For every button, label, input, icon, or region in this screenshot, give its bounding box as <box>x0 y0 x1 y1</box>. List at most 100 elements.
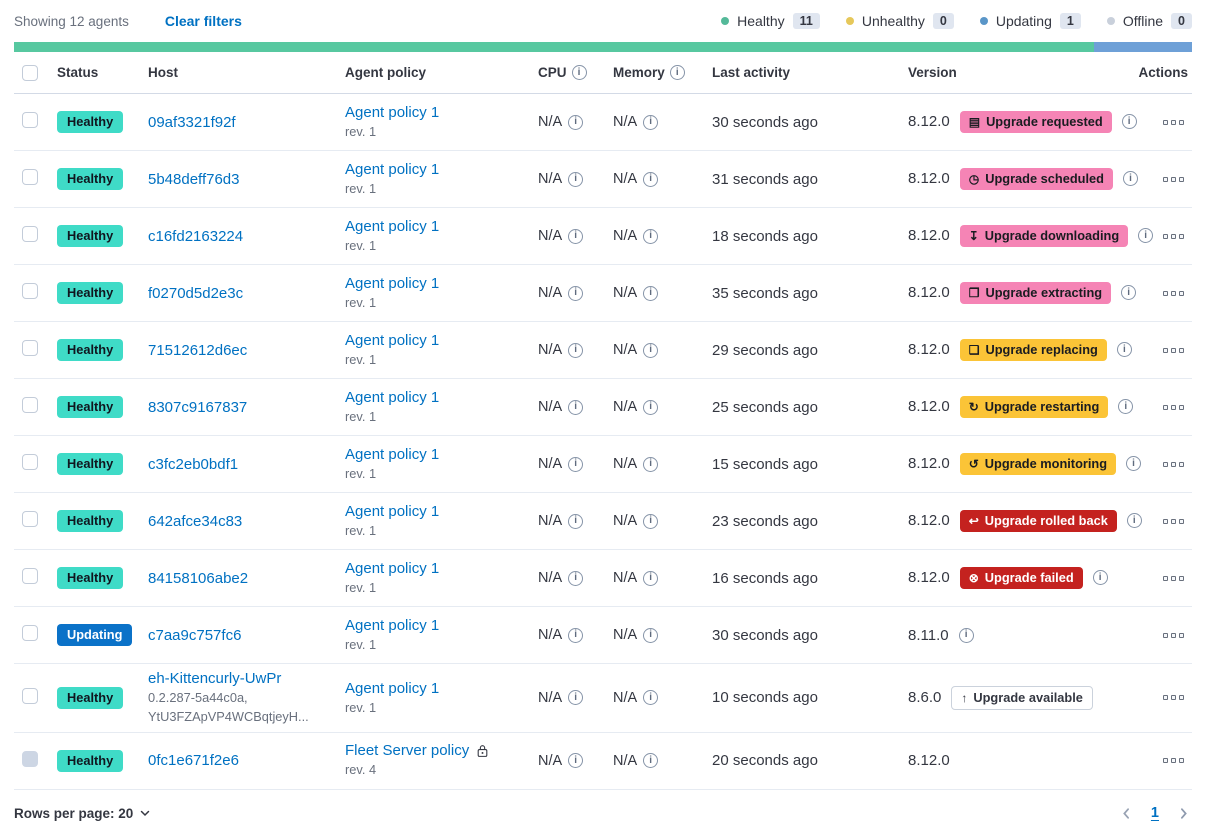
row-checkbox[interactable] <box>22 687 38 704</box>
select-all-checkbox[interactable] <box>22 64 38 81</box>
row-checkbox[interactable] <box>22 454 38 470</box>
previous-page-button[interactable] <box>1118 805 1135 822</box>
row-checkbox[interactable] <box>22 112 38 128</box>
host-link[interactable]: 5b48deff76d3 <box>148 170 240 188</box>
row-actions-button[interactable] <box>1159 173 1188 186</box>
policy-link[interactable]: Agent policy 1 <box>345 502 440 520</box>
host-link[interactable]: c16fd2163224 <box>148 227 244 245</box>
host-link[interactable]: 0fc1e671f2e6 <box>148 752 239 770</box>
cpu-value-info-icon[interactable]: i <box>568 285 584 301</box>
memory-value-info-icon[interactable]: i <box>643 399 659 415</box>
policy-link[interactable]: Agent policy 1 <box>345 559 440 577</box>
host-link[interactable]: 09af3321f92f <box>148 113 236 131</box>
cpu-value-info-icon[interactable]: i <box>568 627 584 643</box>
cpu-value-info-icon[interactable]: i <box>568 570 584 586</box>
cpu-value-info-icon[interactable]: i <box>568 228 584 244</box>
table-row: Healthy c16fd2163224 Agent policy 1 rev. 1 N… <box>14 208 1192 265</box>
host-link[interactable]: 642afce34c83 <box>148 512 243 530</box>
legend-item-updating[interactable]: Updating 1 <box>979 13 1081 29</box>
cpu-value-info-icon[interactable]: i <box>568 171 584 187</box>
host-link[interactable]: c7aa9c757fc6 <box>148 626 242 644</box>
row-actions-button[interactable] <box>1159 287 1188 300</box>
memory-value-info-icon[interactable]: i <box>643 690 659 706</box>
memory-info-icon[interactable]: i <box>669 65 685 80</box>
memory-value-info-icon[interactable]: i <box>643 114 659 130</box>
memory-value-info-icon[interactable]: i <box>643 342 659 358</box>
row-checkbox[interactable] <box>22 340 38 356</box>
policy-link[interactable]: Agent policy 1 <box>345 331 440 349</box>
row-actions-button[interactable] <box>1159 572 1188 585</box>
cpu-value-info-icon[interactable]: i <box>568 513 584 529</box>
legend-item-unhealthy[interactable]: Unhealthy 0 <box>845 13 954 29</box>
memory-value-info-icon[interactable]: i <box>643 570 659 586</box>
upgrade-status-label: Upgrade scheduled <box>985 171 1104 186</box>
row-actions-button[interactable] <box>1159 344 1188 357</box>
policy-link[interactable]: Agent policy 1 <box>345 274 440 292</box>
upgrade-details-info-icon[interactable]: i <box>1121 114 1137 130</box>
cpu-value-info-icon[interactable]: i <box>568 114 584 130</box>
row-actions-button[interactable] <box>1159 629 1188 642</box>
policy-link[interactable]: Agent policy 1 <box>345 103 440 121</box>
host-cell: c3fc2eb0bdf1 <box>148 456 345 473</box>
row-actions-button[interactable] <box>1159 691 1188 704</box>
host-link[interactable]: 84158106abe2 <box>148 569 249 587</box>
row-checkbox[interactable] <box>22 283 38 299</box>
policy-link[interactable]: Fleet Server policy <box>345 742 470 760</box>
row-actions-button[interactable] <box>1159 754 1188 767</box>
row-checkbox[interactable] <box>22 568 38 584</box>
memory-value-info-icon[interactable]: i <box>643 753 659 769</box>
cpu-cell: N/A i <box>538 690 613 706</box>
clear-filters-link[interactable]: Clear filters <box>164 13 242 29</box>
row-checkbox[interactable] <box>22 226 38 242</box>
legend-item-healthy[interactable]: Healthy 11 <box>721 13 820 29</box>
memory-value-info-icon[interactable]: i <box>643 228 659 244</box>
upgrade-details-info-icon[interactable]: i <box>1118 399 1134 415</box>
upgrade-details-info-icon[interactable]: i <box>1138 228 1154 244</box>
policy-link[interactable]: Agent policy 1 <box>345 616 440 634</box>
upgrade-details-info-icon[interactable]: i <box>958 627 974 643</box>
memory-value-info-icon[interactable]: i <box>643 627 659 643</box>
row-checkbox[interactable] <box>22 397 38 413</box>
row-actions-button[interactable] <box>1159 458 1188 471</box>
row-actions-button[interactable] <box>1159 515 1188 528</box>
upgrade-details-info-icon[interactable]: i <box>1116 342 1132 358</box>
row-checkbox[interactable] <box>22 169 38 185</box>
cpu-info-icon[interactable]: i <box>571 65 587 80</box>
row-checkbox[interactable] <box>22 625 38 641</box>
cpu-value-info-icon[interactable]: i <box>568 342 584 358</box>
next-page-button[interactable] <box>1175 805 1192 822</box>
memory-cell: N/A i <box>613 753 712 769</box>
host-link[interactable]: c3fc2eb0bdf1 <box>148 455 239 473</box>
memory-value-info-icon[interactable]: i <box>643 285 659 301</box>
upgrade-details-info-icon[interactable]: i <box>1121 285 1137 301</box>
policy-link[interactable]: Agent policy 1 <box>345 217 440 235</box>
upgrade-details-info-icon[interactable]: i <box>1126 513 1142 529</box>
upgrade-details-info-icon[interactable]: i <box>1122 171 1138 187</box>
cpu-value-info-icon[interactable]: i <box>568 753 584 769</box>
host-link[interactable]: eh-Kittencurly-UwPr <box>148 670 282 687</box>
rows-per-page-button[interactable]: Rows per page: 20 <box>14 806 151 821</box>
memory-value-info-icon[interactable]: i <box>643 456 659 472</box>
row-checkbox[interactable] <box>22 511 38 527</box>
policy-link[interactable]: Agent policy 1 <box>345 445 440 463</box>
host-link[interactable]: 71512612d6ec <box>148 341 248 359</box>
row-actions-button[interactable] <box>1159 401 1188 414</box>
legend-item-offline[interactable]: Offline 0 <box>1106 13 1192 29</box>
host-link[interactable]: f0270d5d2e3c <box>148 284 244 302</box>
host-link[interactable]: 8307c9167837 <box>148 398 248 416</box>
table-row: Updating c7aa9c757fc6 Agent policy 1 rev. 1… <box>14 607 1192 664</box>
policy-link[interactable]: Agent policy 1 <box>345 160 440 178</box>
row-actions-button[interactable] <box>1159 116 1188 129</box>
status-cell: Healthy <box>57 510 148 532</box>
page-number-1[interactable]: 1 <box>1150 805 1159 822</box>
memory-value-info-icon[interactable]: i <box>643 171 659 187</box>
cpu-value-info-icon[interactable]: i <box>568 690 584 706</box>
row-actions-button[interactable] <box>1159 230 1188 243</box>
upgrade-details-info-icon[interactable]: i <box>1126 456 1142 472</box>
cpu-value-info-icon[interactable]: i <box>568 399 584 415</box>
memory-value-info-icon[interactable]: i <box>643 513 659 529</box>
cpu-value-info-icon[interactable]: i <box>568 456 584 472</box>
upgrade-details-info-icon[interactable]: i <box>1092 570 1108 586</box>
policy-link[interactable]: Agent policy 1 <box>345 388 440 406</box>
policy-link[interactable]: Agent policy 1 <box>345 679 440 697</box>
